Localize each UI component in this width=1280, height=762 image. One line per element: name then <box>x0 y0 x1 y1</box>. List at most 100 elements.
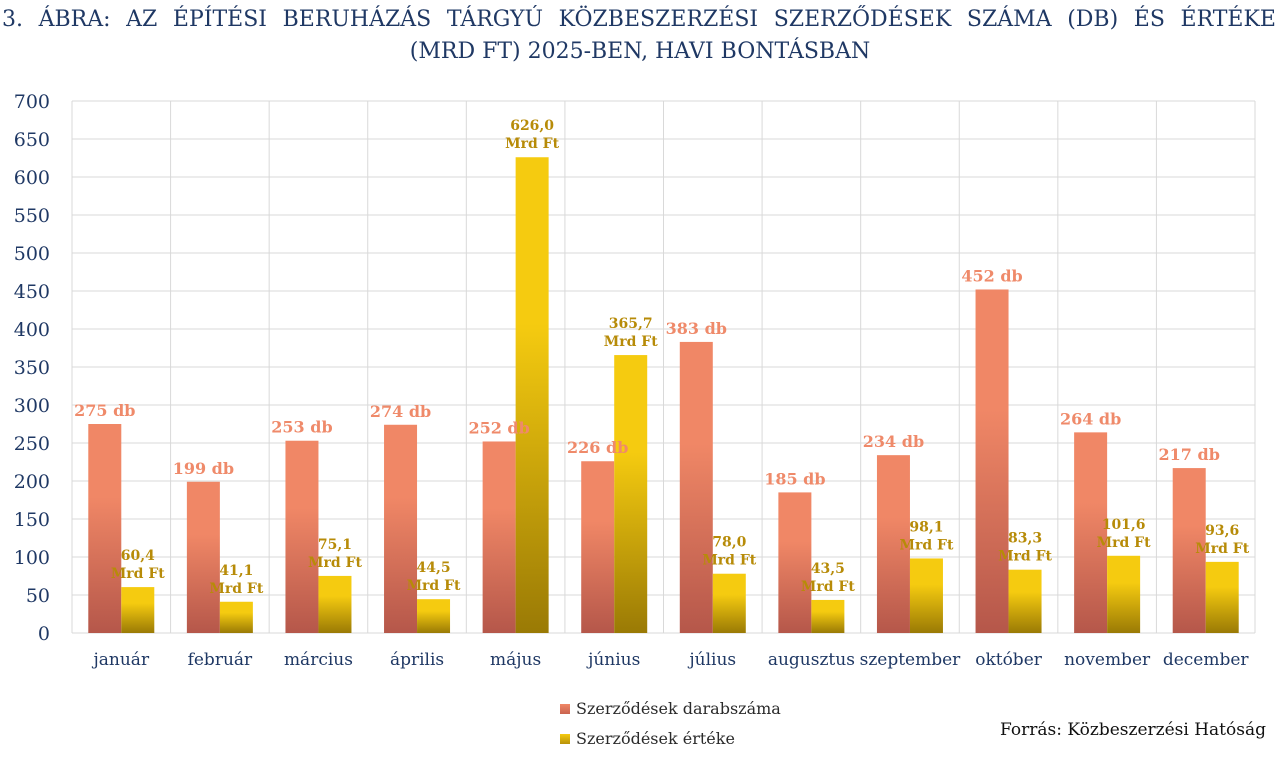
chart-title-line-2: (MRD FT) 2025-BEN, HAVI BONTÁSBAN <box>409 39 871 64</box>
data-label-count: 253 db <box>271 418 332 437</box>
bars <box>88 157 1239 634</box>
bar-count <box>285 440 319 633</box>
data-label-count: 199 db <box>173 459 234 478</box>
data-label-value-unit: Mrd Ft <box>505 136 559 152</box>
x-tick-label: május <box>490 650 541 670</box>
bar-chart: 0 50 100 150 200 250 300 350 400 450 500 550 600 650 7… <box>14 91 1256 670</box>
bar-value <box>1107 555 1141 633</box>
bar-count <box>876 455 910 633</box>
legend-label-value: Szerződések értéke <box>576 729 735 748</box>
bar-value <box>318 575 352 633</box>
data-label-count: 185 db <box>764 469 825 488</box>
data-label-value: 98,1 <box>909 519 943 535</box>
bar-count <box>581 461 615 633</box>
bar-count <box>384 424 418 633</box>
data-label-value-unit: Mrd Ft <box>1097 535 1151 551</box>
x-tick-label: szeptember <box>860 650 962 670</box>
data-label-value: 93,6 <box>1205 523 1239 539</box>
x-tick-label: március <box>284 650 353 670</box>
x-tick-label: január <box>92 650 150 670</box>
chart-title-line-1: 3. ÁBRA: AZ ÉPÍTÉSI BERUHÁZÁS TÁRGYÚ KÖZ… <box>2 7 1276 32</box>
bar-count <box>778 492 812 633</box>
data-label-value-unit: Mrd Ft <box>407 578 461 594</box>
data-label-value-unit: Mrd Ft <box>111 566 165 582</box>
y-tick-label: 500 <box>14 243 50 265</box>
x-tick-label: április <box>390 650 444 670</box>
data-label-value: 78,0 <box>712 535 746 551</box>
data-label-value-unit: Mrd Ft <box>308 555 362 571</box>
bar-value <box>614 355 648 633</box>
data-label-count: 264 db <box>1060 409 1121 428</box>
y-tick-label: 250 <box>14 433 50 455</box>
y-tick-label: 350 <box>14 357 50 379</box>
data-label-value: 41,1 <box>219 563 253 579</box>
y-tick-label: 600 <box>14 167 50 189</box>
bar-value <box>909 558 943 633</box>
bar-value <box>219 601 253 633</box>
bar-value <box>1205 561 1239 633</box>
x-tick-label: október <box>975 650 1043 670</box>
data-label-value-unit: Mrd Ft <box>209 581 263 597</box>
bar-value <box>121 587 155 633</box>
legend-swatch-value <box>560 733 570 744</box>
legend-item-value: Szerződések értéke <box>560 729 735 748</box>
y-tick-label: 150 <box>14 509 50 531</box>
bar-value <box>515 157 549 634</box>
data-label-value: 83,3 <box>1008 531 1042 547</box>
y-axis-ticks: 0 50 100 150 200 250 300 350 400 450 500 550 600 650 7… <box>14 91 50 645</box>
y-tick-label: 200 <box>14 471 50 493</box>
data-label-count: 275 db <box>74 401 135 420</box>
bar-count <box>1172 468 1206 633</box>
x-tick-label: november <box>1064 650 1151 670</box>
bar-count <box>679 341 713 633</box>
data-label-value: 101,6 <box>1102 517 1146 533</box>
source-note: Forrás: Közbeszerzési Hatóság <box>1000 720 1266 740</box>
x-tick-label: február <box>188 650 253 670</box>
chart-title: 3. ÁBRA: AZ ÉPÍTÉSI BERUHÁZÁS TÁRGYÚ KÖZ… <box>0 4 1280 68</box>
data-label-count: 217 db <box>1159 445 1220 464</box>
x-axis-ticks: január február március április május június jú… <box>92 650 1250 670</box>
data-label-count: 383 db <box>666 319 727 338</box>
x-tick-label: december <box>1163 650 1250 670</box>
data-label-count: 452 db <box>961 266 1022 285</box>
data-label-value: 44,5 <box>416 560 450 576</box>
data-label-value-unit: Mrd Ft <box>998 549 1052 565</box>
y-tick-label: 700 <box>14 91 50 113</box>
data-label-count: 274 db <box>370 402 431 421</box>
data-label-count: 252 db <box>468 418 529 437</box>
legend-item-count: Szerződések darabszáma <box>560 699 781 718</box>
legend-swatch-count <box>560 703 570 714</box>
data-label-value-unit: Mrd Ft <box>604 334 658 350</box>
y-tick-label: 650 <box>14 129 50 151</box>
data-label-value: 75,1 <box>318 537 352 553</box>
y-tick-label: 450 <box>14 281 50 303</box>
bar-count <box>1074 432 1108 633</box>
x-tick-label: augusztus <box>768 650 855 670</box>
data-label-value: 365,7 <box>609 316 653 332</box>
y-tick-label: 0 <box>38 623 50 645</box>
data-label-value-unit: Mrd Ft <box>899 537 953 553</box>
data-label-count: 226 db <box>567 438 628 457</box>
data-label-value: 626,0 <box>510 118 554 134</box>
bar-value <box>1008 569 1042 633</box>
y-tick-label: 100 <box>14 547 50 569</box>
y-tick-label: 400 <box>14 319 50 341</box>
legend-label-count: Szerződések darabszáma <box>576 699 781 718</box>
bar-count <box>88 424 122 633</box>
data-labels: 275 db 60,4 Mrd Ft 199 db 41,1 Mrd Ft 253 db 75… <box>74 118 1250 597</box>
bar-value <box>712 573 746 633</box>
bar-value <box>811 599 845 633</box>
y-tick-label: 550 <box>14 205 50 227</box>
bar-count <box>482 441 516 633</box>
y-tick-label: 300 <box>14 395 50 417</box>
gridlines <box>71 100 1256 634</box>
data-label-value: 60,4 <box>121 548 155 564</box>
x-tick-label: június <box>586 650 640 670</box>
data-label-count: 234 db <box>863 432 924 451</box>
bar-count <box>186 481 220 633</box>
data-label-value-unit: Mrd Ft <box>702 553 756 569</box>
data-label-value-unit: Mrd Ft <box>801 579 855 595</box>
x-tick-label: július <box>687 650 736 670</box>
bar-value <box>417 599 451 633</box>
y-tick-label: 50 <box>26 585 50 607</box>
